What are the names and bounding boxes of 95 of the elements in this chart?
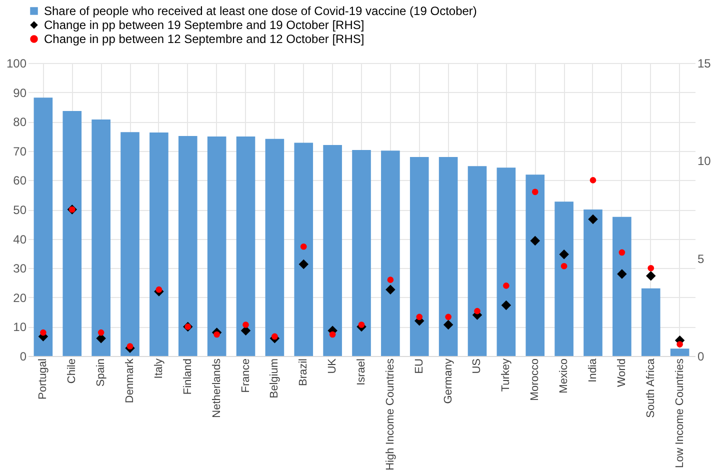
bar <box>496 168 516 356</box>
x-tick-label: Spain <box>95 358 108 387</box>
y-tick-label: 100 <box>6 56 27 70</box>
point <box>590 177 596 184</box>
bar <box>236 136 256 356</box>
point <box>242 322 249 328</box>
y-tick-label: 10 <box>13 320 27 334</box>
x-tick-label: Israel <box>356 358 368 386</box>
x-tick-label: Italy <box>152 358 165 379</box>
bar <box>120 132 140 356</box>
x-tick-label: High Income Countries <box>384 358 396 470</box>
y2-tick-label: 5 <box>698 252 704 266</box>
x-tick-label: Netherlands <box>210 358 223 418</box>
y-tick-label: 70 <box>13 144 27 158</box>
x-tick-label: Chile <box>66 358 78 384</box>
bar <box>265 138 284 356</box>
point <box>298 259 308 270</box>
bar <box>323 145 342 356</box>
point <box>676 341 683 348</box>
point <box>646 271 656 281</box>
point <box>530 236 540 246</box>
x-tick-label: Portugal <box>37 358 50 400</box>
x-tick-label: Finland <box>182 358 194 395</box>
y2-tick-label: 15 <box>698 56 712 70</box>
point <box>559 250 569 260</box>
point <box>96 334 106 344</box>
y2-tick-label: 0 <box>698 350 704 364</box>
bar <box>584 210 602 356</box>
point <box>501 300 512 310</box>
bar <box>92 120 110 356</box>
y-tick-label: 50 <box>13 203 27 217</box>
y-tick-label: 60 <box>13 174 27 188</box>
point <box>272 333 278 340</box>
bar <box>641 288 660 356</box>
point <box>416 314 423 320</box>
point <box>474 308 480 314</box>
y-tick-label: 0 <box>20 350 27 364</box>
point <box>617 269 627 279</box>
y-tick-label: 20 <box>13 290 27 305</box>
point <box>40 329 46 336</box>
bar <box>670 348 690 356</box>
x-tick-label: EU <box>413 358 426 374</box>
x-tick-label: Belgium <box>268 358 281 398</box>
point <box>329 331 336 338</box>
point <box>358 322 365 328</box>
x-tick-label: South Africa <box>644 358 657 418</box>
x-tick-label: Turkey <box>500 358 512 392</box>
y-tick-label: 40 <box>13 232 27 246</box>
x-tick-label: World <box>616 358 628 388</box>
point <box>443 320 454 330</box>
legend-label: Share of people who received at least one dose of Covid-19 vaccine (19 October) <box>44 4 477 18</box>
x-tick-label: Mexico <box>558 358 570 394</box>
point <box>532 188 538 196</box>
y-tick-label: 90 <box>13 86 27 100</box>
bar <box>34 98 53 356</box>
x-tick-label: Brazil <box>298 358 310 386</box>
x-tick-label: Low Income Countries <box>674 358 686 468</box>
bar <box>150 132 168 356</box>
bar <box>612 216 632 356</box>
point <box>126 343 134 350</box>
x-tick-label: Germany <box>442 358 454 404</box>
bar <box>526 174 545 356</box>
bar <box>207 136 226 356</box>
x-tick-label: Denmark <box>124 358 136 404</box>
point <box>214 331 220 338</box>
bar <box>352 150 371 356</box>
point <box>648 264 654 272</box>
point <box>98 329 104 336</box>
bar <box>438 157 458 356</box>
point <box>618 249 626 256</box>
point <box>588 214 598 224</box>
point <box>386 284 396 294</box>
y2-tick-label: 10 <box>698 154 712 168</box>
x-tick-label: India <box>586 358 599 382</box>
point <box>387 276 394 283</box>
legend-label: Change in pp between 19 Septembre and 19 October [RHS] <box>44 18 364 32</box>
point <box>445 314 452 320</box>
bar <box>62 111 82 356</box>
bar <box>381 150 400 356</box>
point <box>503 282 510 289</box>
point <box>300 243 307 250</box>
bar <box>410 157 429 356</box>
y-tick-label: 80 <box>13 115 27 130</box>
legend-label: Change in pp between 12 Septembre and 12 October [RHS] <box>44 32 364 46</box>
bar <box>554 202 574 356</box>
x-tick-label: Morocco <box>529 358 542 401</box>
bar <box>468 166 487 356</box>
x-tick-label: US <box>471 358 484 374</box>
point <box>560 262 568 270</box>
bar <box>294 142 314 356</box>
bar <box>178 136 198 356</box>
x-tick-label: France <box>240 358 252 393</box>
point <box>156 286 162 293</box>
x-tick-label: UK <box>326 358 339 374</box>
y-tick-label: 30 <box>13 262 27 276</box>
